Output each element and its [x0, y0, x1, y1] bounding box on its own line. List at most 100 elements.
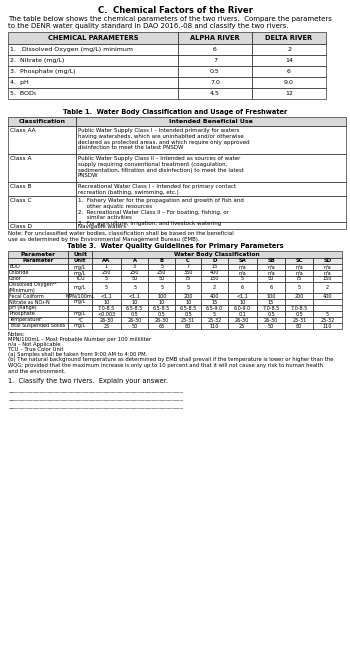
Text: 200: 200: [183, 293, 193, 299]
Text: MPN/100mL: MPN/100mL: [65, 293, 95, 299]
Text: 5.  BOD₅: 5. BOD₅: [10, 91, 36, 96]
Bar: [68, 293, 92, 299]
Text: 1.  Classify the two rivers.  Explain your answer.: 1. Classify the two rivers. Explain your…: [8, 378, 168, 384]
Text: D: D: [212, 258, 217, 263]
Bar: [92, 311, 121, 317]
Bar: [286, 270, 313, 276]
Text: 50: 50: [132, 276, 138, 282]
Bar: [228, 258, 257, 264]
Text: 25: 25: [239, 323, 245, 328]
Text: 7.0-8.5: 7.0-8.5: [290, 306, 308, 310]
Text: 5: 5: [133, 285, 136, 290]
Bar: [121, 323, 148, 329]
Bar: [92, 251, 342, 258]
Text: Recreational Water Class I – Intended for primary contact
recreation (bathing, s: Recreational Water Class I – Intended fo…: [78, 184, 236, 195]
Text: n/a: n/a: [324, 265, 331, 269]
Text: n/a: n/a: [238, 265, 246, 269]
Bar: [8, 258, 68, 264]
Bar: [257, 282, 286, 293]
Bar: [121, 299, 148, 305]
Bar: [313, 270, 342, 276]
Bar: [228, 282, 257, 293]
Bar: [175, 270, 201, 276]
Bar: [76, 117, 346, 126]
Text: 25-31: 25-31: [292, 317, 306, 323]
Text: 110: 110: [210, 323, 219, 328]
Text: 0.1: 0.1: [238, 312, 246, 317]
Text: mg/L: mg/L: [74, 312, 86, 317]
Bar: [8, 323, 68, 329]
Bar: [175, 311, 201, 317]
Bar: [257, 264, 286, 270]
Bar: [8, 305, 68, 311]
Text: Navigable waters: Navigable waters: [78, 224, 126, 229]
Bar: [8, 196, 76, 222]
Text: __________________________________________________: ________________________________________…: [8, 387, 183, 393]
Text: <0.003: <0.003: [97, 312, 116, 317]
Bar: [228, 323, 257, 329]
Bar: [286, 317, 313, 323]
Bar: [8, 32, 178, 44]
Bar: [8, 88, 178, 99]
Text: 150: 150: [210, 276, 219, 282]
Text: n/a: n/a: [267, 271, 275, 275]
Bar: [92, 258, 121, 264]
Text: 0.5: 0.5: [158, 312, 166, 317]
Text: SD: SD: [323, 258, 331, 263]
Text: SB: SB: [267, 258, 275, 263]
Text: 6.5-9.0: 6.5-9.0: [206, 306, 223, 310]
Bar: [178, 77, 252, 88]
Text: 2: 2: [326, 285, 329, 290]
Bar: [8, 77, 178, 88]
Bar: [313, 276, 342, 282]
Text: Dissolved Oxygenᵃᵃ
(Minimum): Dissolved Oxygenᵃᵃ (Minimum): [9, 282, 56, 293]
Bar: [8, 282, 68, 293]
Bar: [92, 305, 121, 311]
Text: 75: 75: [296, 276, 302, 282]
Bar: [257, 270, 286, 276]
Text: 7.0: 7.0: [210, 80, 220, 85]
Bar: [148, 299, 175, 305]
Bar: [68, 282, 92, 293]
Text: 4.  pH: 4. pH: [10, 80, 29, 85]
Text: 400: 400: [323, 293, 332, 299]
Bar: [68, 270, 92, 276]
Text: 2: 2: [213, 285, 216, 290]
Text: 5: 5: [213, 312, 216, 317]
Text: 6: 6: [270, 285, 273, 290]
Bar: [175, 317, 201, 323]
Text: 150: 150: [323, 276, 332, 282]
Text: 6.5-8.5: 6.5-8.5: [126, 306, 143, 310]
Text: 1.  Fishery Water for the propagation and growth of fish and
     other aquatic : 1. Fishery Water for the propagation and…: [78, 198, 244, 227]
Text: 80: 80: [296, 323, 302, 328]
Text: 6: 6: [287, 69, 291, 74]
Bar: [286, 305, 313, 311]
Text: 0.5: 0.5: [295, 312, 303, 317]
Bar: [92, 270, 121, 276]
Bar: [92, 282, 121, 293]
Bar: [8, 293, 68, 299]
Bar: [121, 305, 148, 311]
Bar: [175, 293, 201, 299]
Bar: [313, 282, 342, 293]
Text: (a) Samples shall be taken from 9:00 AM to 4:00 PM.: (a) Samples shall be taken from 9:00 AM …: [8, 352, 147, 357]
Text: Note: For unclassified water bodies, classification shall be based on the benefi: Note: For unclassified water bodies, cla…: [8, 231, 234, 242]
Bar: [8, 251, 68, 258]
Bar: [92, 276, 121, 282]
Bar: [148, 305, 175, 311]
Bar: [257, 258, 286, 264]
Bar: [313, 299, 342, 305]
Text: TCU – True Color Unit: TCU – True Color Unit: [8, 347, 63, 352]
Bar: [257, 305, 286, 311]
Bar: [8, 317, 68, 323]
Text: 65: 65: [159, 323, 165, 328]
Bar: [252, 77, 326, 88]
Text: 6: 6: [240, 285, 244, 290]
Text: 3: 3: [133, 265, 136, 269]
Text: n/a: n/a: [324, 271, 331, 275]
Text: Table 1.  Water Body Classification and Usage of Freshwater: Table 1. Water Body Classification and U…: [63, 109, 287, 115]
Bar: [121, 282, 148, 293]
Bar: [148, 258, 175, 264]
Bar: [313, 311, 342, 317]
Text: 12: 12: [285, 91, 293, 96]
